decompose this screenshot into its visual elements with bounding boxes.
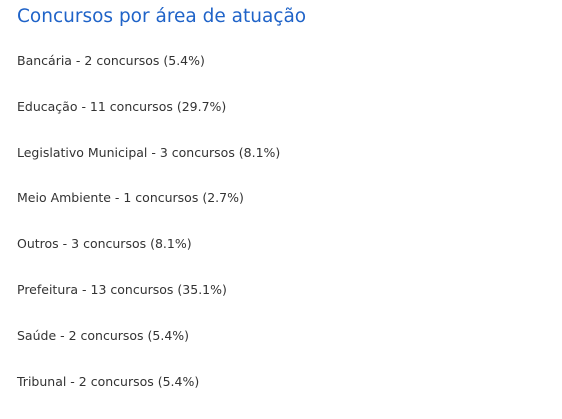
list-item-outros: Outros - 3 concursos (8.1%): [17, 236, 192, 252]
areas-list: Bancária - 2 concursos (5.4%) Educação -…: [17, 53, 280, 419]
list-item-legislativo-municipal: Legislativo Municipal - 3 concursos (8.1…: [17, 144, 281, 160]
list-item-meio-ambiente: Meio Ambiente - 1 concursos (2.7%): [17, 190, 244, 206]
list-item-bancaria: Bancária - 2 concursos (5.4%): [17, 53, 205, 68]
list-item-saude: Saúde - 2 concursos (5.4%): [17, 327, 190, 343]
list-item-educacao: Educação - 11 concursos (29.7%): [17, 98, 227, 114]
list-item-tribunal: Tribunal - 2 concursos (5.4%): [17, 373, 200, 389]
list-item-prefeitura: Prefeitura - 13 concursos (35.1%): [17, 281, 227, 297]
section-title: Concursos por área de atuação: [17, 6, 307, 27]
areas-section: Concursos por área de atuação Bancária -…: [17, 6, 547, 389]
